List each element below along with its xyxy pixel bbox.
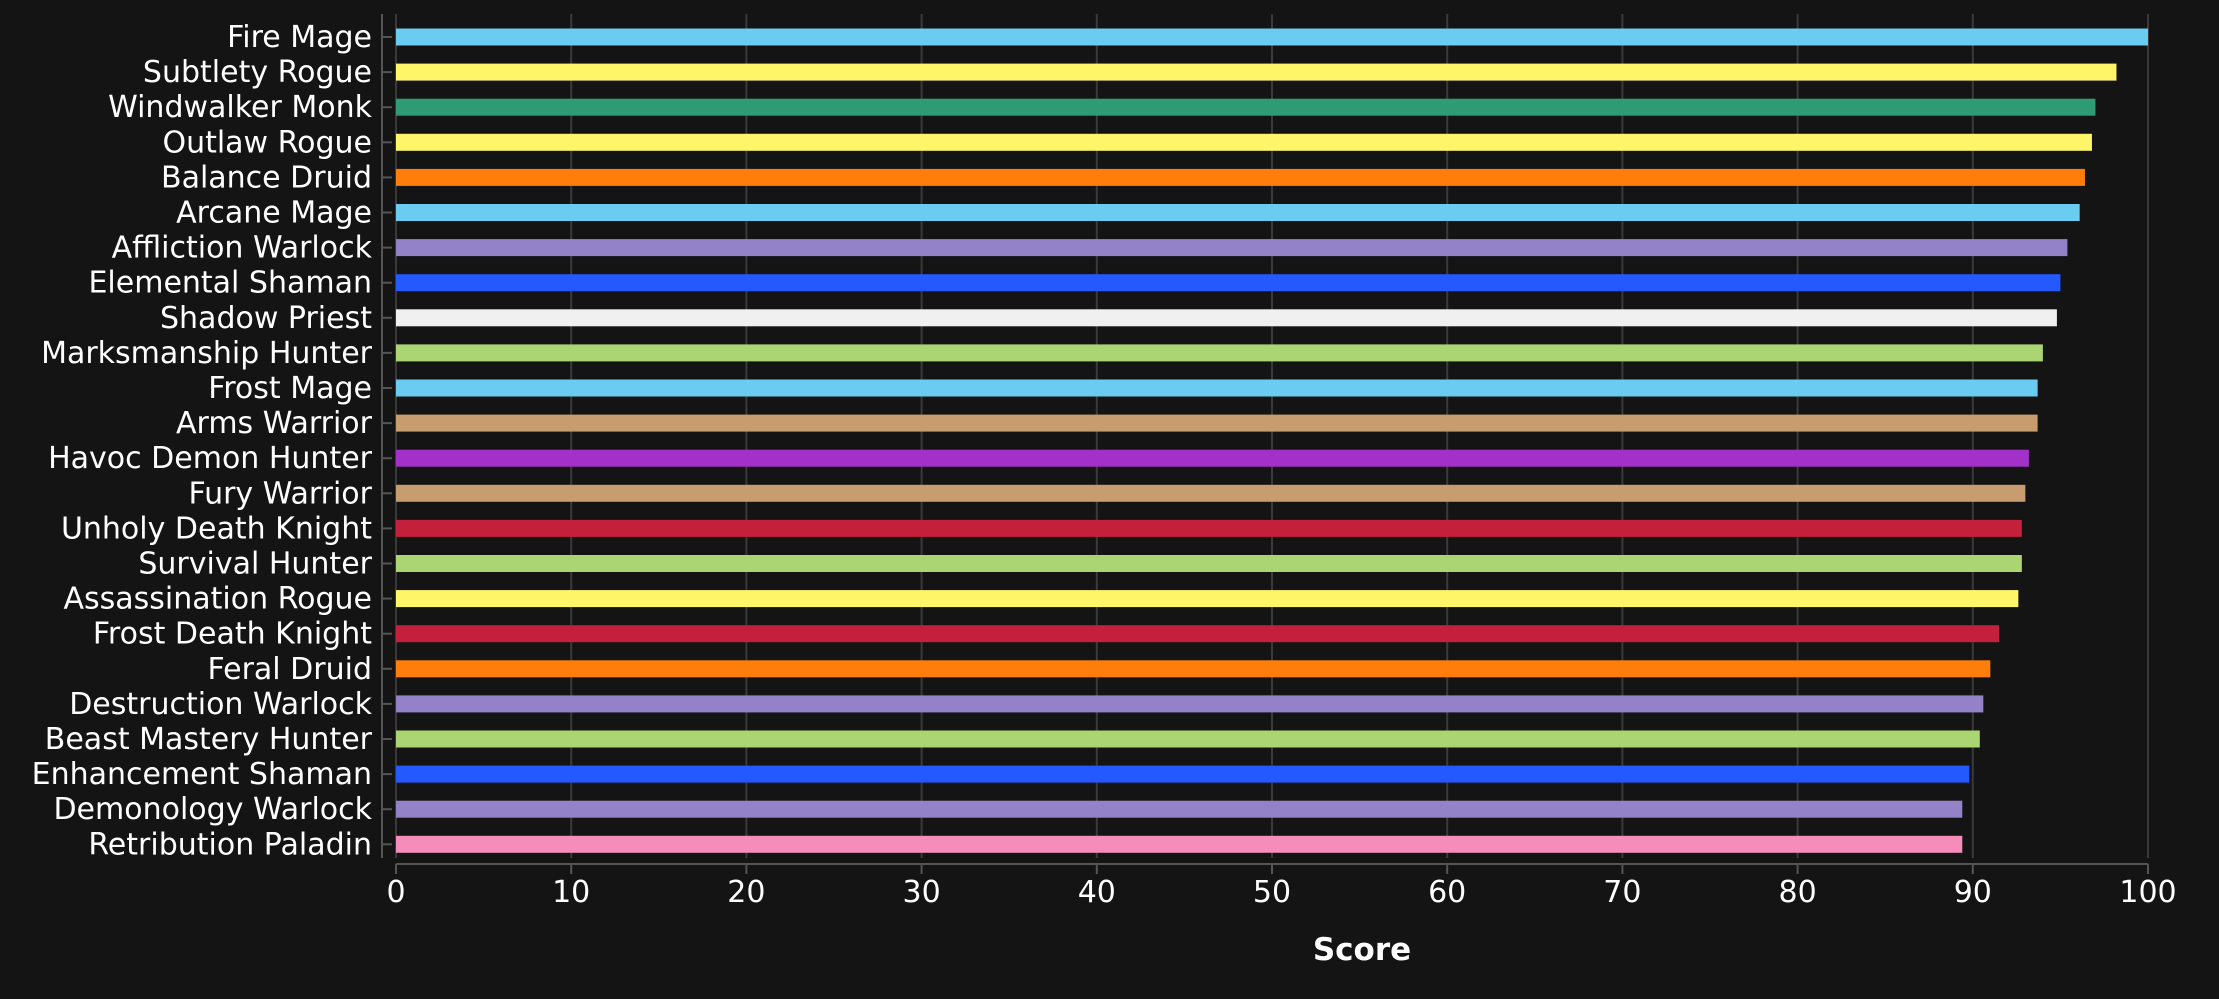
bar [396, 835, 1963, 853]
category-label: Arms Warrior [176, 406, 373, 441]
bar [396, 730, 1980, 748]
x-tick-label: 30 [903, 875, 941, 910]
bars [396, 28, 2148, 853]
category-label: Frost Mage [208, 371, 372, 406]
gridlines [395, 14, 2149, 858]
category-label: Subtlety Rogue [143, 55, 372, 90]
bar [396, 28, 2148, 46]
category-label: Demonology Warlock [53, 792, 372, 827]
bar [396, 379, 2038, 397]
bar [396, 555, 2022, 572]
x-tick-label: 50 [1253, 875, 1291, 910]
bar [396, 309, 2057, 327]
bar [396, 695, 1984, 713]
x-tick-label: 20 [727, 875, 765, 910]
bar [396, 660, 1991, 678]
x-tick-label: 90 [1954, 875, 1992, 910]
category-label: Unholy Death Knight [61, 511, 372, 546]
bar [396, 274, 2061, 292]
bar [396, 414, 2038, 432]
x-tick-label: 60 [1428, 875, 1466, 910]
category-label: Affliction Warlock [112, 231, 373, 266]
bar [396, 625, 2000, 643]
category-label: Feral Druid [208, 652, 373, 687]
bar [396, 484, 2026, 502]
axes [381, 14, 2149, 874]
x-tick-label: 80 [1779, 875, 1817, 910]
category-label: Windwalker Monk [108, 90, 373, 125]
category-label: Balance Druid [161, 160, 372, 195]
x-tick-label: 40 [1078, 875, 1116, 910]
category-label: Arcane Mage [176, 196, 372, 231]
bar [396, 63, 2117, 81]
x-tick-label: 10 [552, 875, 590, 910]
category-label: Destruction Warlock [69, 687, 372, 722]
bar [396, 344, 2043, 362]
bar [396, 590, 2019, 608]
category-label: Beast Mastery Hunter [45, 722, 373, 757]
category-label: Fury Warrior [188, 476, 372, 511]
x-tick-label: 0 [386, 875, 405, 910]
x-tick-label: 100 [2119, 875, 2176, 910]
category-label: Outlaw Rogue [162, 125, 372, 160]
category-label: Retribution Paladin [88, 827, 372, 862]
category-label: Elemental Shaman [88, 266, 372, 301]
bar [396, 765, 1970, 783]
bar [396, 133, 2092, 151]
category-label: Havoc Demon Hunter [48, 441, 373, 476]
category-label: Frost Death Knight [93, 617, 372, 652]
bar [396, 98, 2096, 116]
category-label: Marksmanship Hunter [41, 336, 373, 371]
x-axis-title: Score [1313, 932, 1411, 968]
bar [396, 204, 2080, 221]
bar [396, 800, 1963, 818]
category-label: Enhancement Shaman [32, 757, 372, 792]
bar [396, 449, 2029, 467]
category-label: Shadow Priest [160, 301, 372, 336]
category-label: Assassination Rogue [63, 582, 372, 617]
bar [396, 519, 2022, 537]
x-tick-label: 70 [1603, 875, 1641, 910]
category-label: Survival Hunter [138, 547, 372, 582]
bar [396, 168, 2085, 186]
bar [396, 239, 2068, 257]
category-label: Fire Mage [227, 20, 372, 55]
